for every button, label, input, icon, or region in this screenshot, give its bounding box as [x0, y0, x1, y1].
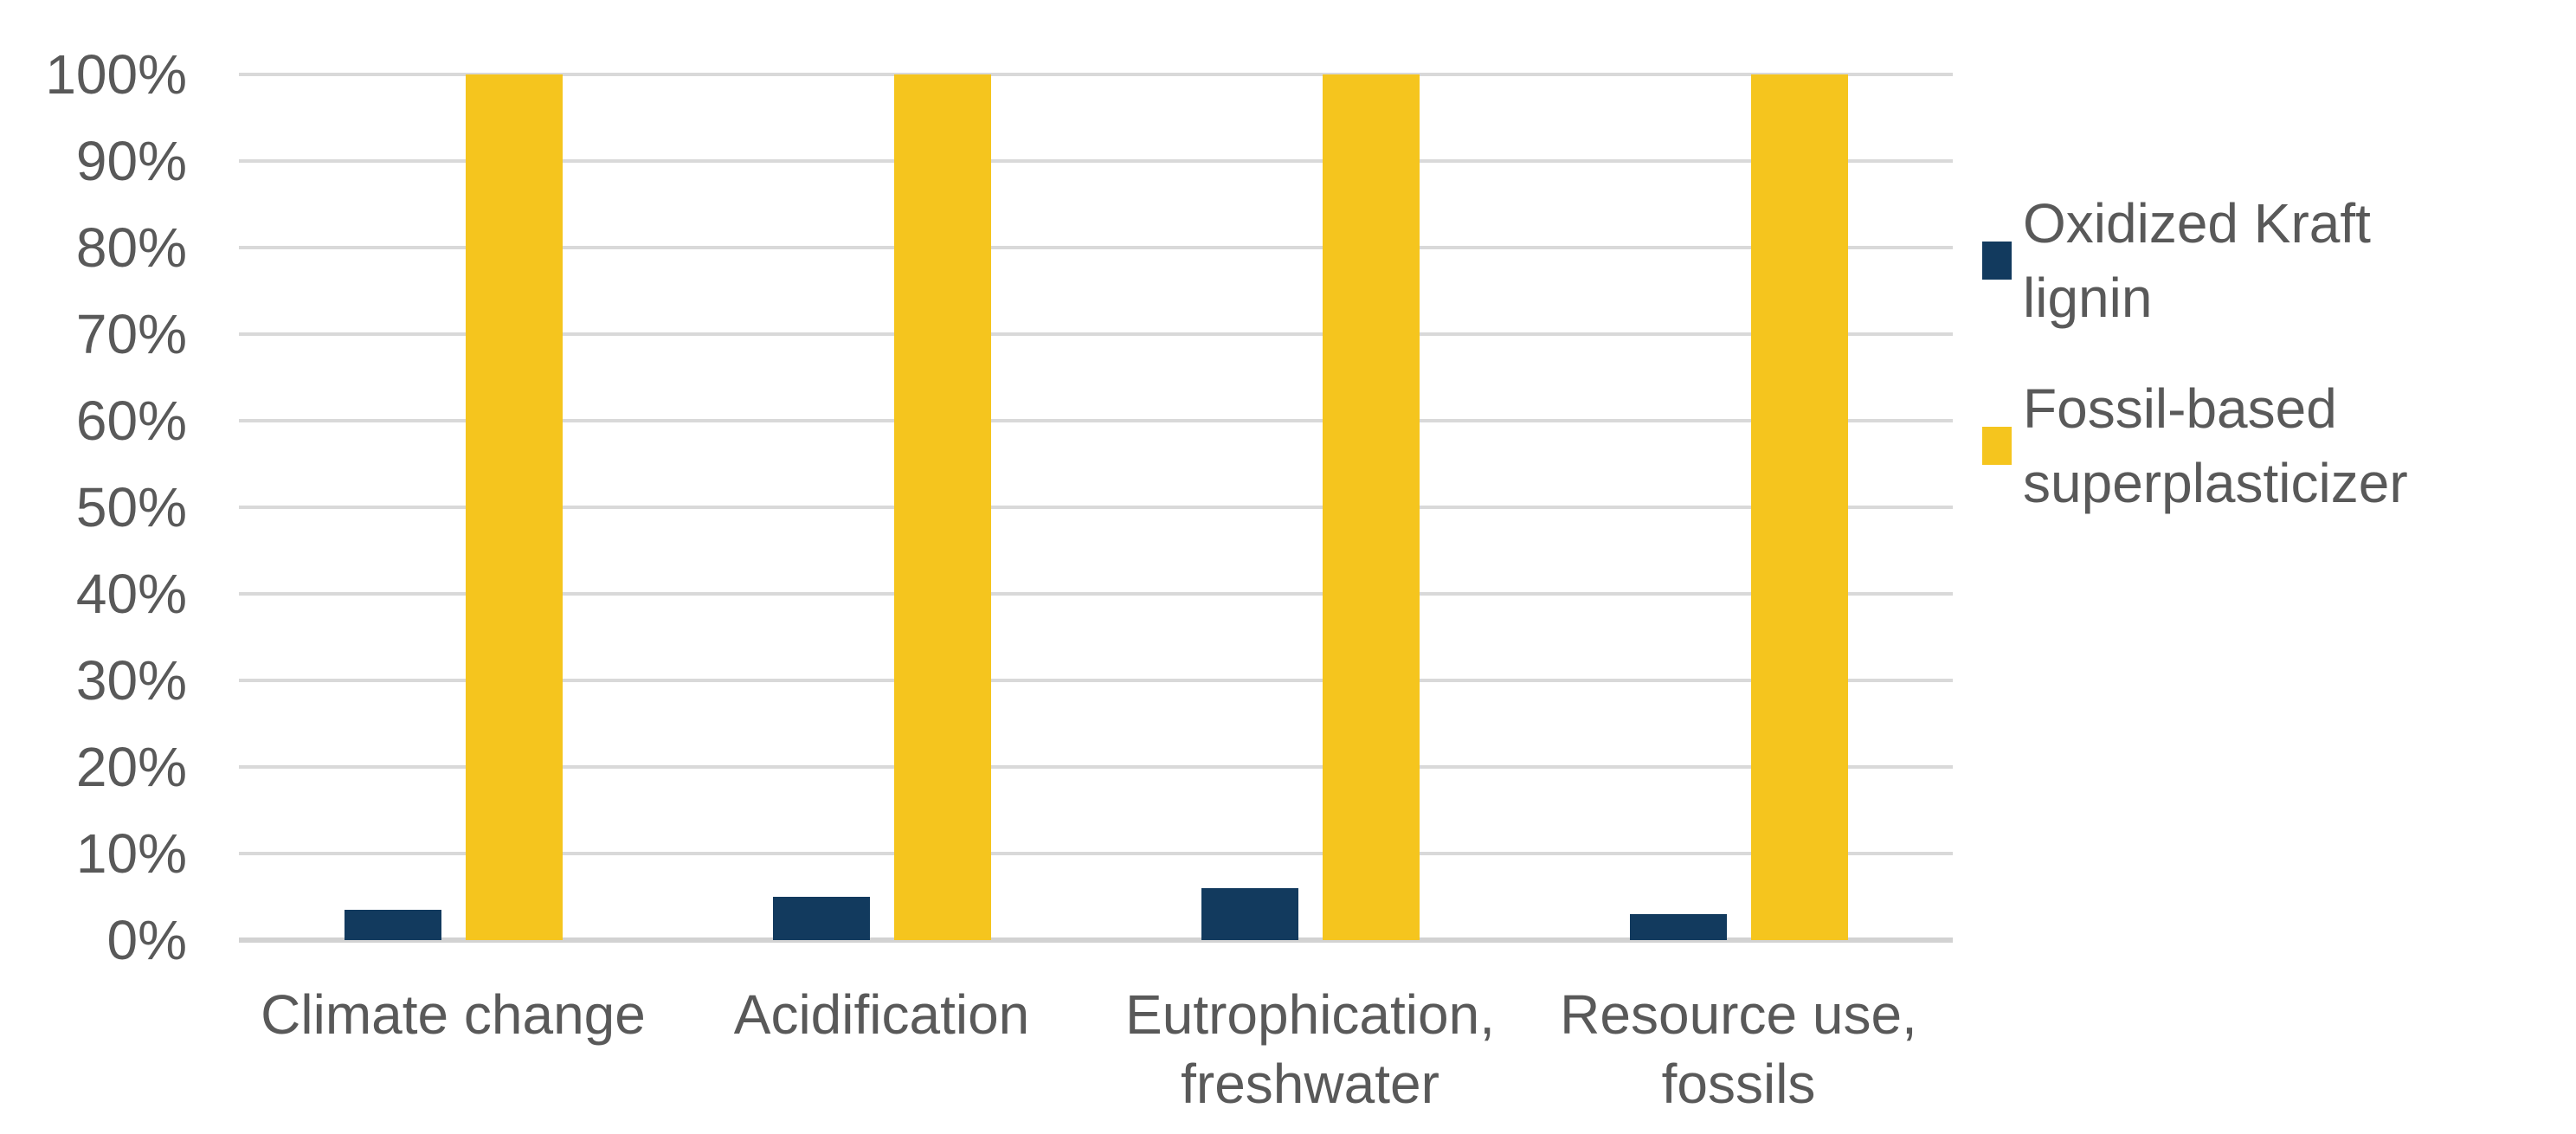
- legend-swatch-oxidized-kraft-lignin: [1982, 242, 2012, 280]
- y-tick-label: 0%: [106, 909, 188, 971]
- y-tick-label: 10%: [75, 822, 187, 885]
- bar-fossil-based-superplasticizer: [893, 74, 991, 940]
- bar-fossil-based-superplasticizer: [465, 74, 563, 940]
- bar-oxidized-kraft-lignin: [772, 897, 870, 940]
- y-tick-label: 80%: [75, 216, 187, 279]
- x-category-label: Resource use, fossils: [1560, 983, 1917, 1115]
- x-category-label: Acidification: [733, 983, 1030, 1046]
- y-tick-label: 60%: [75, 390, 187, 452]
- bar-oxidized-kraft-lignin: [1629, 914, 1727, 940]
- legend-label: Oxidized Kraft lignin: [2023, 192, 2371, 329]
- legend-item-fossil-based-superplasticizer: Fossil-based superplasticizer: [1982, 371, 2576, 520]
- y-tick-label: 90%: [75, 130, 187, 192]
- legend-item-oxidized-kraft-lignin: Oxidized Kraft lignin: [1982, 186, 2576, 335]
- bar-fossil-based-superplasticizer: [1750, 74, 1848, 940]
- y-tick-label: 20%: [75, 736, 187, 798]
- bar-fossil-based-superplasticizer: [1322, 74, 1420, 940]
- legend-label: Fossil-based superplasticizer: [2023, 377, 2408, 514]
- legend: Oxidized Kraft lignin Fossil-based superp…: [1982, 186, 2576, 520]
- y-tick-label: 70%: [75, 303, 187, 365]
- y-tick-label: 40%: [75, 563, 187, 625]
- y-tick-label: 100%: [45, 43, 187, 106]
- x-category-label: Eutrophication, freshwater: [1125, 983, 1495, 1115]
- x-category-label: Climate change: [261, 983, 646, 1046]
- legend-swatch-fossil-based-superplasticizer: [1982, 427, 2012, 465]
- y-tick-label: 50%: [75, 476, 187, 538]
- y-tick-label: 30%: [75, 649, 187, 712]
- bar-oxidized-kraft-lignin: [1201, 888, 1298, 940]
- bar-oxidized-kraft-lignin: [344, 910, 441, 940]
